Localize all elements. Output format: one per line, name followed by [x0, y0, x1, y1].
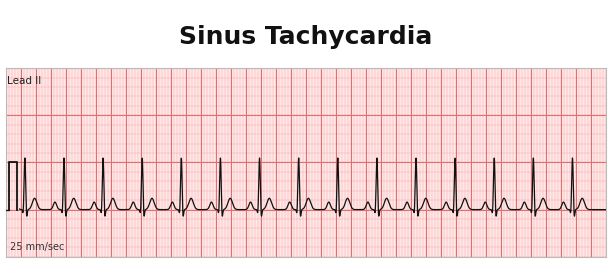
Text: Lead II: Lead II [7, 76, 41, 86]
Text: Sinus Tachycardia: Sinus Tachycardia [179, 25, 433, 49]
Text: 25 mm/sec: 25 mm/sec [10, 242, 64, 252]
